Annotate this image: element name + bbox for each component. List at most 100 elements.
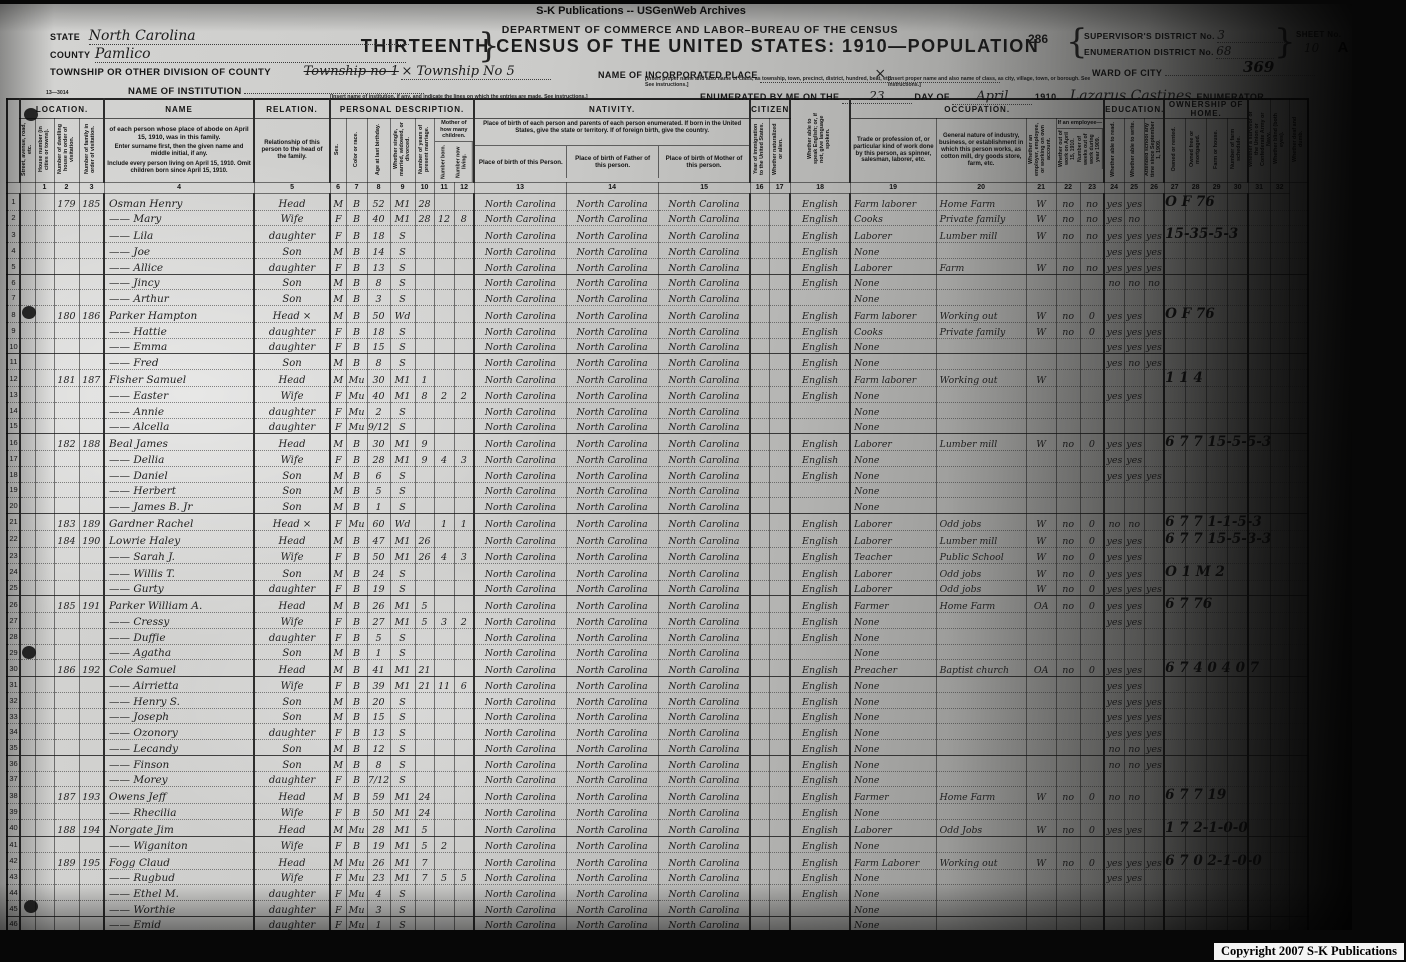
cell-industry [935,739,1027,756]
cell-children_born [433,786,455,805]
cell-street [19,916,36,930]
cell-weeks_out [1079,274,1105,291]
col-age: Age at last birthday. [366,118,391,183]
cell-family [78,771,105,788]
cell-trade: Laborer [849,530,937,548]
cell-write [1123,497,1145,514]
cell-relation: Son [253,739,331,756]
cell-immigration_year [749,305,770,324]
cell-color: B [345,612,368,630]
cell-trade: None [849,708,937,725]
cell-out_of_work: no [1055,258,1081,275]
cell-family [78,274,105,291]
cell-veteran [1247,708,1271,725]
cell-weeks_out: 0 [1079,433,1105,452]
cell-language: English [789,305,851,324]
cell-mother_birthplace: North Carolina [657,659,751,678]
cell-sex: M [329,242,347,260]
cell-schedule [1226,580,1249,597]
cell-farm [1205,418,1228,435]
cell-dwelling: 181 [53,369,80,388]
cell-blind [1269,289,1290,307]
cell-street [19,659,36,678]
cell-weeks_out: 0 [1079,305,1105,324]
cell-schedule [1226,786,1249,805]
cell-name: —— Duffie [103,628,255,645]
cell-weeks_out [1079,628,1105,645]
cell-write: yes [1123,258,1145,275]
cell-home_marks [1163,497,1186,514]
cell-ln: 22 [6,530,21,548]
cell-children_born [433,353,455,371]
cell-age: 30 [366,433,391,452]
cell-sex: F [329,513,347,531]
cell-marital: M1 [389,852,416,870]
cell-industry: Odd jobs [935,580,1027,597]
cell-relation: Son [253,274,331,291]
cell-street [19,563,36,581]
cell-read: yes [1103,322,1125,339]
cell-years_married: 26 [414,547,435,564]
cell-years_married [414,723,435,741]
cell-marital: S [389,884,416,901]
cell-children_born [433,482,455,499]
cell-school [1143,386,1165,403]
cell-home_marks [1163,708,1186,725]
cell-write [1123,836,1145,853]
cell-immigration_year [749,644,770,661]
cell-marital: M1 [389,659,416,678]
cell-write [1123,482,1145,499]
census-scan-page: S-K Publications -- USGenWeb Archives DE… [0,4,1352,930]
cell-dwelling [53,836,80,853]
cell-relation: Son [253,289,331,307]
cell-sex: M [329,852,347,870]
cell-relation: Son [253,353,331,371]
cell-years_married [414,771,435,788]
cell-years_married [414,739,435,756]
cell-years_married [414,692,435,709]
cell-veteran [1247,193,1271,211]
cell-mother_birthplace: North Carolina [657,338,751,355]
cell-farm [1205,836,1228,853]
cell-veteran [1247,482,1271,499]
cell-father_birthplace: North Carolina [565,644,659,661]
cell-street [19,338,36,355]
cell-naturalized [768,386,791,403]
cell-dwelling [53,338,80,355]
cell-age: 30 [366,369,391,388]
cell-age: 27 [366,612,391,630]
cell-deaf [1288,433,1309,452]
cell-street [19,418,36,435]
cell-blind [1269,595,1290,614]
column-number: 8 [366,181,391,194]
col-free: Owned free or mortgaged. [1184,118,1207,183]
cell-house [34,628,55,645]
cell-read: yes [1103,692,1125,709]
cell-age: 9/12 [366,418,391,435]
cell-home_marks [1163,803,1186,820]
cell-ln: 16 [6,433,21,452]
cell-dwelling: 186 [53,659,80,678]
cell-language [789,900,851,917]
cell-family [78,547,105,564]
cell-veteran [1247,210,1271,227]
cell-ln: 7 [6,289,21,307]
cell-trade: Cooks [849,210,937,227]
cell-industry [935,386,1027,403]
cell-out_of_work [1055,739,1081,756]
cell-mother_birthplace: North Carolina [657,530,751,548]
cell-home_marks [1163,628,1186,645]
cell-deaf [1288,771,1309,788]
cell-children_born [433,580,455,597]
cell-color: B [345,803,368,820]
cell-children_born [433,289,455,307]
cell-years_married: 21 [414,676,435,694]
copyright-stamp: Copyright 2007 S-K Publications [1213,943,1404,960]
col-name-desc: of each person whose place of abode on A… [103,118,255,183]
cell-employer [1025,628,1057,645]
cell-weeks_out: 0 [1079,547,1105,564]
cell-weeks_out [1079,482,1105,499]
cell-schedule [1226,723,1249,741]
cell-employer [1025,274,1057,291]
cell-employer [1025,450,1057,467]
